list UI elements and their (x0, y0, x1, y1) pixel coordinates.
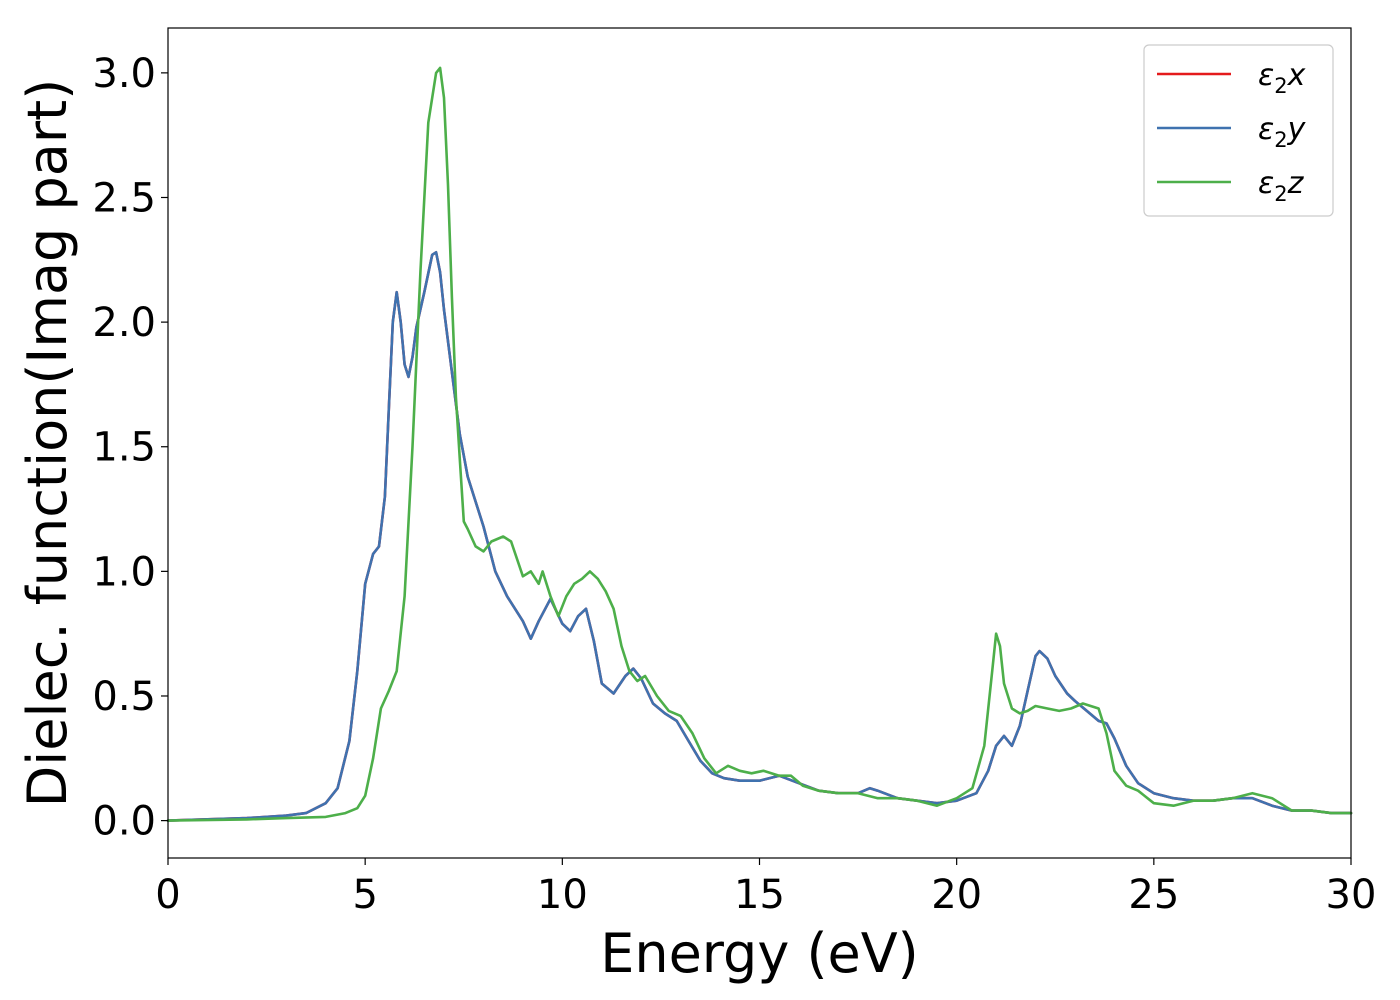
x-tick-label: 0 (155, 872, 180, 918)
x-tick-label: 15 (734, 872, 785, 918)
ticks-layer: 0 5 10 15 20 25 30 0.0 0.5 1.0 1.5 2.0 2.5 3.0 (92, 51, 1376, 918)
y-tick-label: 2.5 (92, 175, 156, 221)
y-tick-label: 1.0 (92, 549, 156, 595)
y-tick-label: 0.0 (92, 799, 156, 845)
y-tick-label: 3.0 (92, 51, 156, 97)
x-tick-label: 30 (1326, 872, 1377, 918)
x-tick-label: 10 (537, 872, 588, 918)
legend-label-suffix: y (1287, 112, 1307, 147)
legend-label-y: ε2y (1258, 112, 1307, 152)
legend-label-subscript: 2 (1274, 74, 1287, 98)
y-tick-label: 2.0 (92, 300, 156, 346)
legend-label-subscript: 2 (1274, 128, 1287, 152)
x-tick-label: 5 (352, 872, 377, 918)
legend-label-z: ε2z (1258, 166, 1305, 206)
x-axis-title: Energy (eV) (600, 922, 919, 985)
x-tick-label: 20 (931, 872, 982, 918)
series-line-y (166, 251, 1353, 822)
y-tick-label: 1.5 (92, 425, 156, 471)
legend-label-x: ε2x (1258, 58, 1306, 98)
y-axis-title: Dielec. function(Imag part) (16, 79, 79, 808)
legend-label-subscript: 2 (1274, 182, 1287, 206)
x-tick-label: 25 (1128, 872, 1179, 918)
legend-box (1143, 44, 1334, 217)
legend-label-base: ε (1258, 166, 1274, 201)
legend-label-base: ε (1258, 58, 1274, 93)
legend-label-suffix: z (1287, 166, 1305, 201)
legend-label-suffix: x (1287, 58, 1306, 93)
legend-label-base: ε (1258, 112, 1274, 147)
series-line-z (166, 66, 1353, 822)
y-tick-label: 0.5 (92, 674, 156, 720)
series-layer (166, 66, 1353, 822)
